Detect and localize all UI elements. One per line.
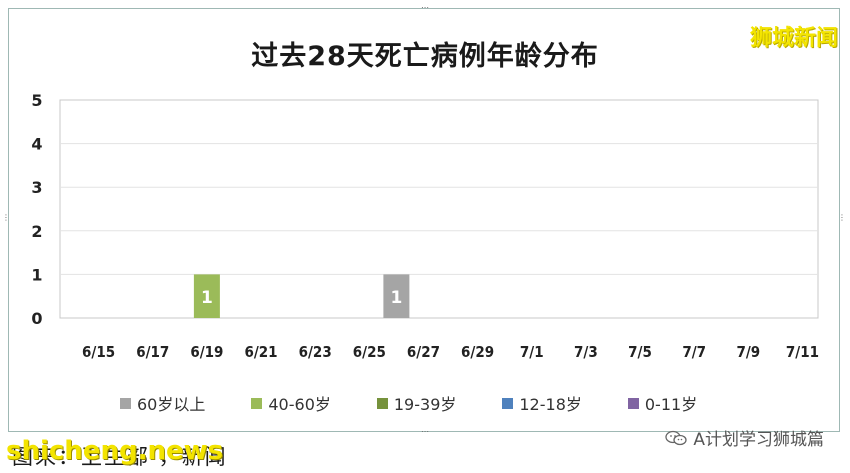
x-tick-label: 7/9 [736,343,760,361]
x-tick-label: 6/21 [244,343,277,361]
y-tick-label: 1 [31,265,42,284]
x-tick-label: 6/23 [299,343,332,361]
x-tick-label: 7/5 [628,343,652,361]
x-tick-label: 6/25 [353,343,386,361]
data-label: 1 [390,288,402,308]
x-tick-label: 7/11 [786,343,819,361]
x-tick-label: 7/3 [574,343,598,361]
legend-item: 19-39岁 [376,391,457,415]
legend-label: 60岁以上 [137,395,206,414]
data-label: 1 [201,288,213,308]
legend-item: 60岁以上 [120,391,205,415]
y-tick-label: 2 [31,222,42,241]
y-tick-label: 0 [31,309,42,328]
legend-swatch [376,397,388,409]
legend-label: 40-60岁 [268,395,331,414]
wechat-account: A计划学习狮城篇 [665,425,824,450]
y-tick-label: 3 [31,178,42,197]
legend-label: 19-39岁 [393,395,457,414]
legend-label: 0-11岁 [644,395,698,414]
bar [383,274,410,318]
resize-handle-bottom[interactable]: ⋯ [421,427,429,436]
legend-swatch [251,397,263,409]
x-tick-label: 6/27 [407,343,440,361]
legend-item: 0-11岁 [627,391,698,415]
site-watermark: shicheng.news [6,436,224,466]
wechat-account-name: A计划学习狮城篇 [693,430,824,450]
resize-handle-left[interactable]: ⋮ [2,213,10,222]
watermark-logo: 狮城新闻 [749,26,838,51]
x-tick-label: 7/1 [520,343,544,361]
x-tick-label: 6/29 [461,343,494,361]
legend-swatch [502,397,514,409]
y-tick-label: 4 [31,135,42,154]
y-tick-label: 5 [31,91,42,110]
legend-swatch [120,397,131,409]
plot-area [59,99,819,319]
x-tick-label: 6/15 [82,343,115,361]
resize-handle-top[interactable]: ⋯ [421,3,429,12]
chart-title: 过去28天死亡病例年龄分布 [251,41,599,72]
legend-item: 40-60岁 [251,391,331,415]
source-caption: 图来：卫生部 ，新闻 [12,445,228,469]
x-tick-label: 6/19 [190,343,223,361]
legend-item: 12-18岁 [502,391,582,415]
chart-legend: 60岁以上 40-60岁 19-39岁 12-18岁 0-11岁 [120,391,697,415]
legend-label: 12-18岁 [519,395,582,414]
legend-swatch [627,397,639,409]
x-tick-label: 6/17 [136,343,169,361]
x-tick-label: 7/7 [682,343,706,361]
bar [193,274,220,318]
resize-handle-right[interactable]: ⋮ [838,213,846,222]
wechat-icon [665,430,688,445]
